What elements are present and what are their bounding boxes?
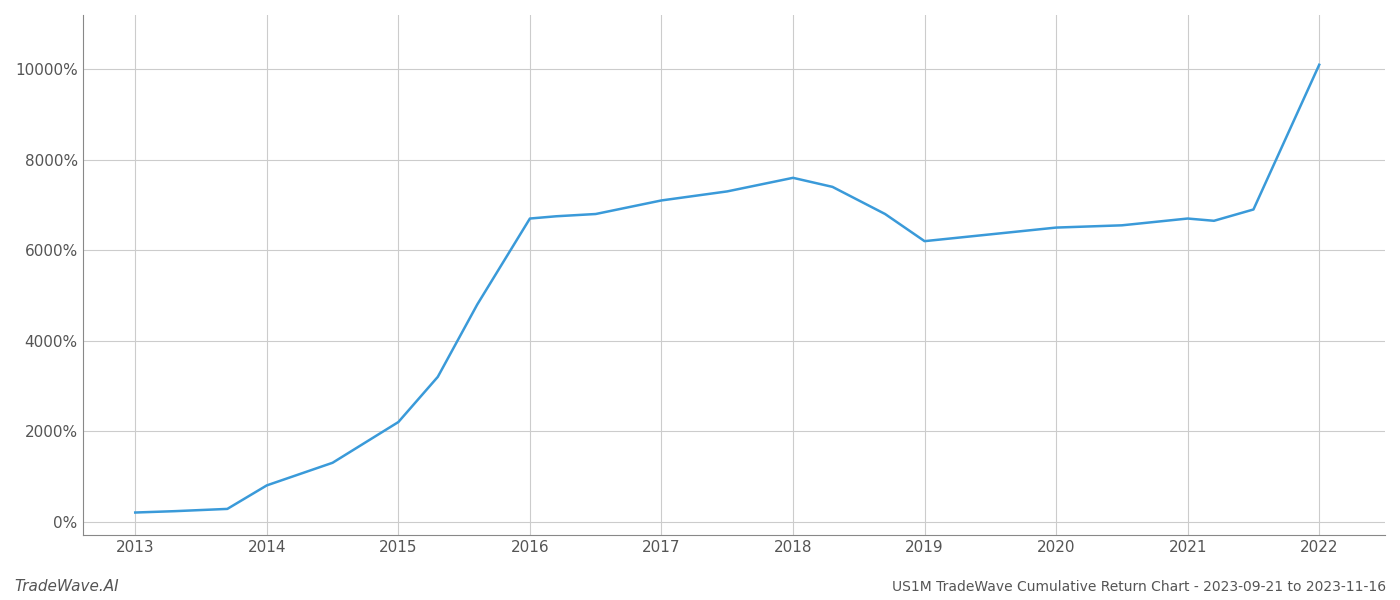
Text: TradeWave.AI: TradeWave.AI — [14, 579, 119, 594]
Text: US1M TradeWave Cumulative Return Chart - 2023-09-21 to 2023-11-16: US1M TradeWave Cumulative Return Chart -… — [892, 580, 1386, 594]
